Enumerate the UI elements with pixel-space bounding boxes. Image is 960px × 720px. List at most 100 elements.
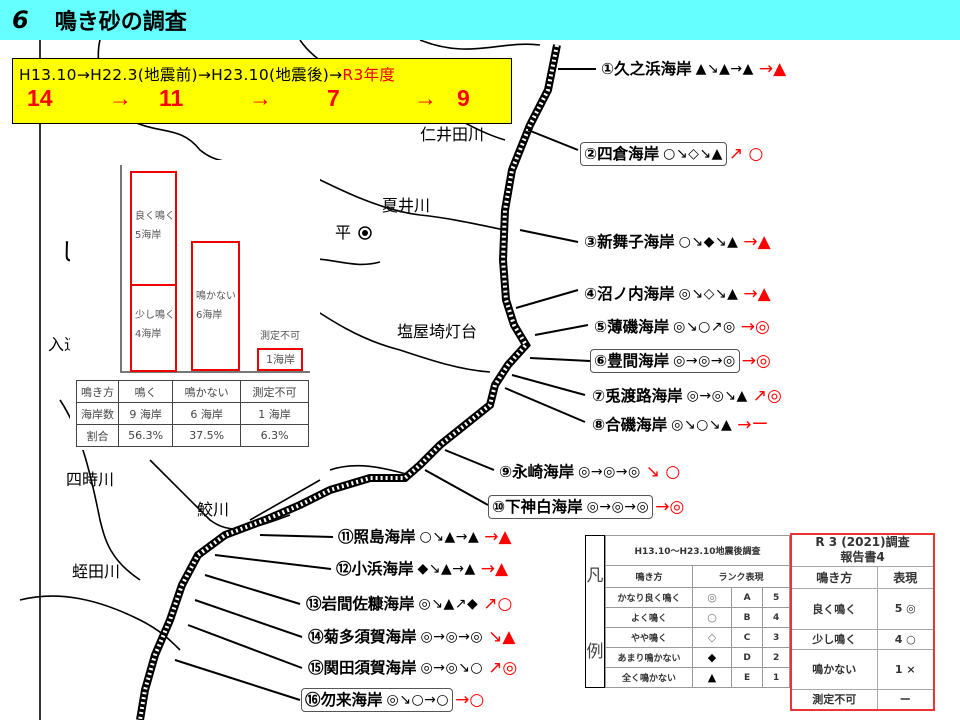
river bbox=[419, 40, 541, 50]
count-h23: 7 bbox=[327, 85, 340, 111]
chart-y-axis bbox=[120, 165, 122, 372]
r3-cell: 良く鳴く bbox=[790, 587, 878, 630]
beach-box: ⑥豊間海岸 ◎→◎→◎ bbox=[590, 349, 740, 373]
beach-box: ⑤薄磯海岸 ◎↘○↗◎ bbox=[591, 316, 739, 338]
river bbox=[299, 299, 491, 373]
beach-label: ④沼ノ内海岸 ◎↘◇↘▲ →▲ bbox=[581, 282, 771, 306]
beach-name: ⑧合磯海岸 bbox=[592, 416, 668, 434]
r3-result: →▲ bbox=[480, 559, 509, 579]
legend-row: あまり鳴かない ◆ D 2 bbox=[605, 647, 790, 668]
table-cell: 37.5% bbox=[172, 424, 242, 447]
legend-cell: E bbox=[731, 667, 764, 688]
beach-name: ④沼ノ内海岸 bbox=[584, 285, 675, 303]
beach-box: ②四倉海岸 ○↘◇↘▲ bbox=[580, 142, 727, 166]
bar-label: 1海岸 bbox=[266, 353, 295, 366]
count-h13: 14 bbox=[27, 85, 53, 111]
legend-cell: D bbox=[731, 647, 764, 668]
r3-result: ↗◎ bbox=[488, 658, 518, 678]
place-label: 塩屋埼灯台 bbox=[397, 322, 478, 341]
beach-label: ⑫小浜海岸 ◆↘▲→▲ →▲ bbox=[333, 557, 509, 581]
beach-label: ⑭菊多須賀海岸 ◎→◎→◎ ↘▲ bbox=[305, 625, 516, 649]
table-cell: 鳴き方 bbox=[76, 380, 119, 403]
r3-cell: 測定不可 bbox=[790, 688, 878, 711]
rank-sequence: ▲↘▲→▲ bbox=[695, 61, 754, 77]
beach-name: ⑯勿来海岸 bbox=[305, 691, 383, 709]
legend-row: 全く鳴かない ▲ E 1 bbox=[605, 667, 790, 688]
arrow: → bbox=[249, 85, 272, 111]
legend-cell: A bbox=[731, 587, 764, 608]
beach-name: ⑪照島海岸 bbox=[338, 528, 416, 546]
beach-name: ⑭菊多須賀海岸 bbox=[308, 628, 417, 646]
beach-box: ③新舞子海岸 ○↘◆↘▲ bbox=[581, 231, 741, 253]
table-cell: 1 海岸 bbox=[240, 402, 309, 425]
river bbox=[249, 479, 321, 521]
bar-label: 測定不可 bbox=[260, 331, 300, 342]
r3-result: ↘▲ bbox=[488, 627, 516, 647]
r3-result: ↘ ○ bbox=[645, 462, 681, 482]
arrow: → bbox=[109, 85, 132, 111]
legend-cell: B bbox=[731, 607, 764, 628]
beach-box: ⑩下神白海岸 ◎→◎→◎ bbox=[488, 495, 654, 519]
r3-result: →◎ bbox=[655, 497, 685, 517]
r3-cell: 少し鳴く bbox=[790, 628, 878, 650]
bar-slight bbox=[130, 284, 177, 372]
beach-name: ⑬岩間佐糠海岸 bbox=[306, 595, 415, 613]
legend-header: H13.10～H23.10地震後調査 bbox=[605, 535, 790, 566]
r3-cell: ー bbox=[876, 688, 935, 711]
bar-unmeasurable bbox=[257, 348, 303, 371]
r3-cell: 1 × bbox=[876, 648, 935, 690]
r3-result: →○ bbox=[455, 690, 485, 710]
beach-name: ③新舞子海岸 bbox=[584, 233, 675, 251]
bar-label: 良く鳴く 5海岸 bbox=[135, 211, 175, 241]
beach-box: ⑬岩間佐糠海岸 ◎↘▲↗◆ bbox=[303, 593, 481, 615]
table-row: 海岸数 9 海岸 6 海岸 1 海岸 bbox=[76, 402, 309, 425]
beach-name: ⑩下神白海岸 bbox=[492, 498, 583, 516]
legend-cell: 3 bbox=[762, 627, 790, 648]
beach-label: ⑪照島海岸 ○↘▲→▲ →▲ bbox=[335, 525, 512, 549]
bar-good bbox=[130, 171, 177, 286]
beach-box: ⑪照島海岸 ○↘▲→▲ bbox=[335, 526, 482, 548]
table-cell: 海岸数 bbox=[76, 402, 119, 425]
rank-sequence: ◎→◎↘○ bbox=[420, 660, 484, 676]
legend-cell: 全く鳴かない bbox=[605, 667, 693, 688]
beach-label: ⑯勿来海岸 ◎↘○→○ →○ bbox=[301, 688, 485, 712]
legend-cell: 5 bbox=[762, 587, 790, 608]
beach-box: ⑭菊多須賀海岸 ◎→◎→◎ bbox=[305, 626, 486, 648]
rank-sequence: ◎→◎→◎ bbox=[673, 353, 736, 369]
rank-sequence: ○↘▲→▲ bbox=[419, 529, 480, 545]
beach-box: ①久之浜海岸 ▲↘▲→▲ bbox=[598, 58, 757, 80]
legend-cell: 1 bbox=[762, 667, 790, 688]
table-cell: 測定不可 bbox=[240, 380, 309, 403]
r3-result: →▲ bbox=[743, 232, 771, 252]
beach-label: ③新舞子海岸 ○↘◆↘▲ →▲ bbox=[581, 230, 771, 254]
beach-box: ⑨永崎海岸 ◎→◎→◎ bbox=[496, 461, 644, 483]
bar-label: 鳴かない 6海岸 bbox=[196, 291, 236, 321]
beach-name: ①久之浜海岸 bbox=[601, 60, 692, 78]
beach-box: ⑧合磯海岸 ◎↘○↘▲ bbox=[589, 414, 735, 436]
r3-result: →◎ bbox=[741, 351, 771, 371]
r3-cell: 5 ◎ bbox=[876, 587, 935, 630]
table-cell: 9 海岸 bbox=[117, 402, 174, 425]
legend-cell: ◎ bbox=[691, 587, 733, 608]
table-cell: 6.3% bbox=[240, 424, 309, 447]
title-bar: 6 鳴き砂の調査 bbox=[0, 0, 960, 40]
survey-summary-box: H13.10→H22.3(地震前)→H23.10(地震後)→R3年度 14 → … bbox=[12, 58, 512, 124]
beach-box: ⑦兎渡路海岸 ◎→◎↘▲ bbox=[589, 385, 751, 407]
rank-sequence: ◎↘○↗◎ bbox=[673, 319, 736, 335]
table-cell: 割合 bbox=[76, 424, 119, 447]
legend-row: かなり良く鳴く ◎ A 5 bbox=[605, 587, 790, 608]
beach-label: ⑩下神白海岸 ◎→◎→◎ →◎ bbox=[488, 495, 685, 519]
summary-period-r3: R3年度 bbox=[342, 66, 396, 84]
rank-sequence: ◎↘○→○ bbox=[386, 692, 450, 708]
coastline bbox=[136, 44, 561, 720]
beach-label: ⑨永崎海岸 ◎→◎→◎ ↘ ○ bbox=[496, 460, 681, 484]
r3-result: →ー bbox=[737, 415, 769, 435]
beach-label: ⑧合磯海岸 ◎↘○↘▲ →ー bbox=[589, 413, 769, 437]
r3-legend-table: R 3 (2021)調査 報告書4 鳴き方 表現 良く鳴く 5 ◎ 少し鳴く 4 ○ 鳴… bbox=[790, 533, 935, 711]
beach-box: ④沼ノ内海岸 ◎↘◇↘▲ bbox=[581, 283, 741, 305]
rank-sequence: ◎→◎→◎ bbox=[578, 464, 641, 480]
pointer-arrows bbox=[174, 68, 596, 701]
r3-legend-title: R 3 (2021)調査 報告書4 bbox=[790, 533, 935, 567]
r3-result: ↗ ○ bbox=[728, 144, 764, 164]
place-label: 蛭田川 bbox=[72, 562, 121, 581]
